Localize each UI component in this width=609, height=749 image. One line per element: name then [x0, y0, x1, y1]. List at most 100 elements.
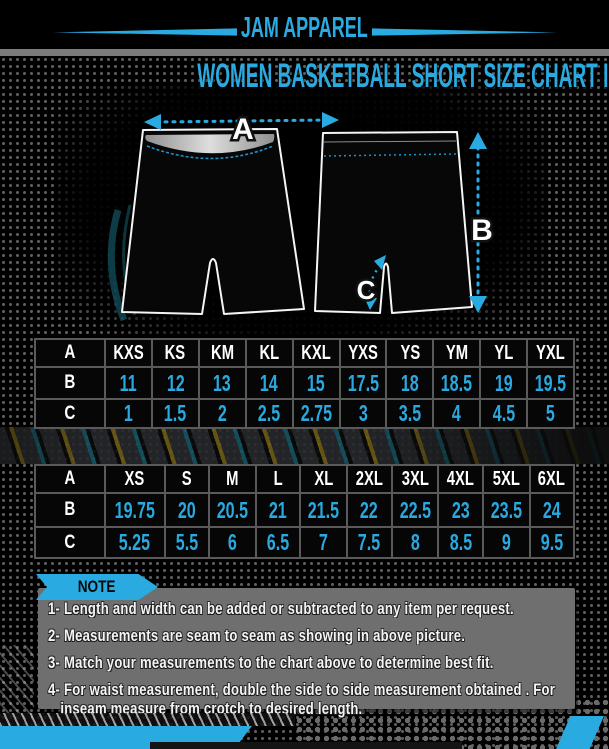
measure-label-c: C — [357, 275, 376, 305]
table-cell: 24 — [542, 496, 561, 523]
table-cell: L — [273, 467, 283, 490]
table-cell: 11 — [119, 369, 137, 396]
table-cell: 12 — [166, 369, 185, 396]
table-cell: 5 — [546, 400, 556, 426]
waist-stitch-line — [146, 145, 274, 160]
table-cell: 22.5 — [399, 496, 431, 523]
table-cell: A — [64, 468, 76, 489]
table-cell: XS — [124, 467, 145, 490]
table-cell: 9.5 — [540, 529, 563, 555]
inseam-arrow-icon — [364, 255, 386, 310]
waistband — [145, 134, 275, 154]
table-cell: 23 — [451, 496, 470, 523]
table-cell: 2XL — [355, 467, 383, 490]
table-cell: 19 — [494, 369, 513, 396]
shorts-measurement-diagram: A B C — [107, 111, 495, 322]
table-cell: 6XL — [538, 467, 566, 490]
brand-line-left — [53, 28, 237, 36]
waistband-seam — [323, 140, 457, 143]
note-box: 1- Length and width can be added or subt… — [38, 588, 575, 718]
table-cell: 1 — [123, 400, 133, 426]
table-cell: 17.5 — [347, 369, 379, 396]
table-cell: KM — [210, 341, 234, 364]
note-item: 2- Measurements are seam to seam as show… — [48, 626, 466, 645]
width-arrow-icon — [144, 112, 339, 130]
table-cell: B — [64, 499, 76, 520]
table-cell: KL — [259, 341, 280, 364]
note-item: 3- Match your measurements to the chart … — [48, 653, 494, 672]
shorts-back-illustration — [314, 131, 473, 314]
table-cell: 5.5 — [175, 529, 198, 555]
brand-title: JAM APPAREL — [241, 12, 368, 44]
size-table-kids-youth: A KXS KS KM KL KXL YXS YS YM YL YXL B 11… — [34, 338, 575, 429]
measure-label-b: B — [471, 214, 493, 247]
bottom-hatch-strip — [0, 713, 295, 726]
table-cell: 18 — [400, 369, 419, 396]
table-cell: YS — [399, 341, 420, 364]
table-cell: 15 — [307, 369, 326, 396]
table-cell: 18.5 — [441, 369, 473, 396]
table-cell: 7.5 — [358, 529, 381, 555]
table-cell: 22 — [360, 496, 379, 523]
table-cell: YM — [445, 341, 468, 364]
table-cell: KXS — [113, 341, 144, 364]
table-cell: 4XL — [446, 467, 475, 490]
table-cell: 20.5 — [216, 496, 249, 523]
table-cell: 14 — [260, 369, 279, 396]
note-ribbon: NOTE — [36, 574, 158, 600]
gray-divider-strip — [0, 49, 609, 56]
table-cell: 3XL — [401, 467, 429, 490]
table-cell: 3 — [358, 400, 368, 426]
table-cell: C — [64, 402, 76, 424]
table-cell: 2 — [217, 400, 227, 426]
table-cell: 21.5 — [307, 496, 340, 523]
table-cell: 6 — [227, 529, 237, 555]
table-cell: KXL — [301, 341, 331, 364]
size-table-adult: A XS S M L XL 2XL 3XL 4XL 5XL 6XL B 19.7… — [34, 464, 575, 559]
table-cell: 21 — [269, 496, 287, 523]
table-cell: 2.75 — [300, 400, 332, 426]
table-cell: 20 — [177, 496, 196, 523]
table-cell: 4 — [452, 400, 462, 426]
table-cell: 5XL — [492, 467, 520, 490]
table-cell: 13 — [213, 369, 232, 396]
length-arrow-icon — [469, 132, 487, 313]
table-cell: S — [181, 467, 192, 490]
diagonal-stripe-fade — [0, 427, 609, 464]
table-cell: B — [64, 372, 76, 393]
note-items: 1- Length and width can be added or subt… — [48, 599, 609, 726]
table-cell: 2.5 — [257, 400, 281, 426]
table-cell: YXL — [536, 341, 565, 364]
table-cell: YL — [494, 341, 514, 364]
waist-stitch-line-back — [323, 153, 457, 157]
table-cell: A — [64, 342, 76, 363]
table-cell: KS — [165, 341, 186, 364]
table-cell: 8.5 — [449, 529, 472, 555]
shorts-front-illustration — [121, 128, 305, 315]
header-band — [0, 0, 609, 49]
table-cell: XL — [314, 467, 334, 490]
note-item: 1- Length and width can be added or subt… — [48, 599, 514, 618]
table-cell: C — [64, 531, 76, 553]
bottom-dark-bar — [150, 742, 462, 749]
table-cell: 9 — [501, 529, 511, 555]
table-cell: 19.5 — [534, 369, 567, 396]
table-cell: 1.5 — [164, 400, 187, 426]
table-cell: 8 — [410, 529, 420, 555]
table-cell: YXS — [348, 341, 378, 364]
brand-line-right — [372, 28, 557, 36]
page-title: WOMEN BASKETBALL SHORT SIZE CHART IN INC… — [197, 57, 609, 95]
table-cell: 3.5 — [398, 400, 422, 426]
note-ribbon-label: NOTE — [78, 577, 116, 596]
watermark-curve — [107, 209, 128, 322]
table-cell: 23.5 — [490, 496, 522, 523]
table-cell: M — [226, 467, 239, 490]
table-cell: 19.75 — [114, 496, 155, 523]
table-cell: 6.5 — [266, 529, 290, 555]
table-cell: 7 — [319, 529, 329, 555]
left-hatch-decor — [0, 645, 34, 717]
measure-label-a: A — [232, 113, 254, 146]
table-cell: 5.25 — [119, 529, 151, 555]
table-cell: 4.5 — [492, 400, 515, 426]
